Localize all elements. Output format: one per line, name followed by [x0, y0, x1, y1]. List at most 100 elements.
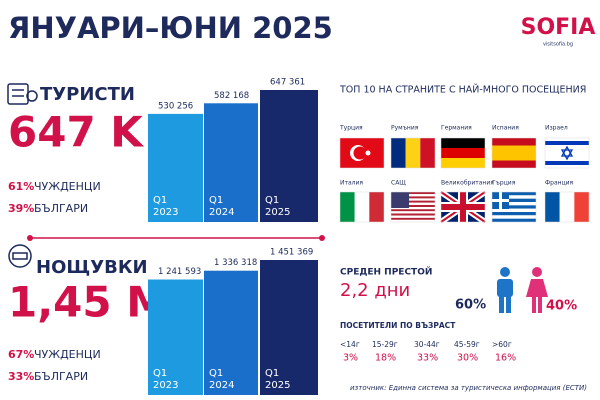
- share-label: ЧУЖДЕНЦИ: [34, 348, 101, 361]
- logo-url: visitsofia.bg: [543, 42, 573, 48]
- flag-border: [491, 191, 537, 223]
- flag-part: [492, 205, 536, 209]
- country-label: Гърция: [492, 180, 516, 187]
- flag-part: [441, 148, 485, 158]
- flag-part: [574, 192, 589, 222]
- age-group: <14г: [340, 340, 360, 349]
- age-group: >60г: [492, 340, 512, 349]
- value-label: 530 256: [158, 101, 193, 111]
- flag-part: [391, 215, 435, 218]
- flag-border: [491, 137, 537, 169]
- flag-border: [440, 191, 486, 223]
- flag-border: [339, 137, 385, 169]
- category-label: Q1 2024: [209, 195, 234, 218]
- country-label: Румъния: [391, 125, 419, 132]
- stay-label: СРЕДЕН ПРЕСТОЙ: [340, 266, 432, 278]
- share-pct: 33%: [8, 370, 34, 383]
- flag-part: [353, 146, 367, 160]
- country-label: Великобритания: [441, 180, 494, 187]
- nights-icon: [8, 244, 32, 268]
- flag-part: [492, 218, 536, 222]
- value-label: 1 241 593: [158, 267, 201, 277]
- category-label: Q1 2025: [265, 368, 290, 391]
- flag-part: [492, 202, 536, 206]
- flag-part: [391, 211, 435, 214]
- female-share: 40%: [546, 299, 577, 314]
- flag-part: [420, 138, 435, 168]
- country-label: Испания: [492, 125, 519, 132]
- value-label: 582 168: [214, 91, 249, 101]
- flag-part: [391, 194, 435, 197]
- flag-part: [545, 141, 589, 145]
- flag-part: [391, 200, 435, 203]
- flag-part: [391, 213, 435, 216]
- flag-part: [340, 192, 355, 222]
- age-share: 30%: [457, 353, 478, 364]
- flag-border: [339, 191, 385, 223]
- share-label: ЧУЖДЕНЦИ: [34, 180, 101, 193]
- value-label: 1 451 369: [270, 248, 313, 258]
- category-label: Q1 2023: [153, 368, 178, 391]
- flag-part: [391, 202, 435, 205]
- flag-part: [560, 145, 574, 161]
- flag-border: [440, 137, 486, 169]
- category-label: Q1 2025: [265, 195, 290, 218]
- age-share: 33%: [417, 353, 438, 364]
- country-label: Турция: [339, 125, 363, 132]
- flag-part: [369, 192, 384, 222]
- age-share: 16%: [495, 353, 516, 364]
- flag-border: [390, 191, 436, 223]
- bar: [204, 270, 258, 395]
- tourist-icon: [7, 83, 38, 105]
- flag-part: [492, 145, 536, 161]
- country-label: САЩ: [391, 180, 406, 187]
- section-title: НОЩУВКИ: [36, 257, 148, 278]
- share-label: БЪЛГАРИ: [34, 370, 88, 383]
- flag-border: [390, 137, 436, 169]
- divider-dot: [319, 235, 325, 241]
- country-label: Израел: [545, 125, 568, 132]
- flag-part: [391, 138, 406, 168]
- male-icon: [497, 267, 513, 313]
- flag: [544, 191, 590, 223]
- category-label: Q1 2024: [209, 368, 234, 391]
- flag: [544, 137, 590, 169]
- flag-part: [492, 212, 536, 216]
- flag: [339, 191, 385, 223]
- flag: [439, 189, 487, 225]
- bar: [148, 279, 203, 395]
- flag-part: [545, 192, 560, 222]
- flag: [491, 191, 537, 223]
- value-label: 1 336 318: [214, 258, 257, 268]
- flag-part: [405, 138, 421, 168]
- stay-value: 2,2 дни: [340, 280, 410, 301]
- bar: [204, 103, 258, 222]
- flag-part: [441, 204, 485, 210]
- share-label: БЪЛГАРИ: [34, 202, 88, 215]
- flag: [339, 137, 385, 169]
- flag-part: [441, 138, 485, 148]
- source: източник: Единна система за туристическа…: [350, 384, 587, 392]
- flag-part: [492, 199, 509, 202]
- flag-part: [365, 150, 371, 156]
- flag-part: [492, 215, 536, 219]
- male-share: 60%: [455, 298, 486, 313]
- age-share: 3%: [343, 353, 358, 364]
- age-title: ПОСЕТИТЕЛИ ПО ВЪЗРАСТ: [340, 321, 456, 330]
- country-label: Франция: [545, 180, 574, 187]
- section-title: ТУРИСТИ: [40, 84, 135, 105]
- flag-part: [354, 192, 370, 222]
- age-share: 18%: [375, 353, 396, 364]
- flag-part: [545, 161, 589, 165]
- flag-border: [544, 137, 590, 169]
- flag: [491, 137, 537, 169]
- flag-part: [492, 208, 536, 212]
- age-group: 45-59г: [454, 340, 480, 349]
- share-pct: 39%: [8, 202, 34, 215]
- flag-part: [391, 198, 435, 201]
- flag-part: [391, 217, 435, 220]
- flag-part: [492, 195, 536, 199]
- flag-part: [391, 192, 435, 195]
- flag-part: [441, 158, 485, 168]
- age-group: 30-44г: [414, 340, 440, 349]
